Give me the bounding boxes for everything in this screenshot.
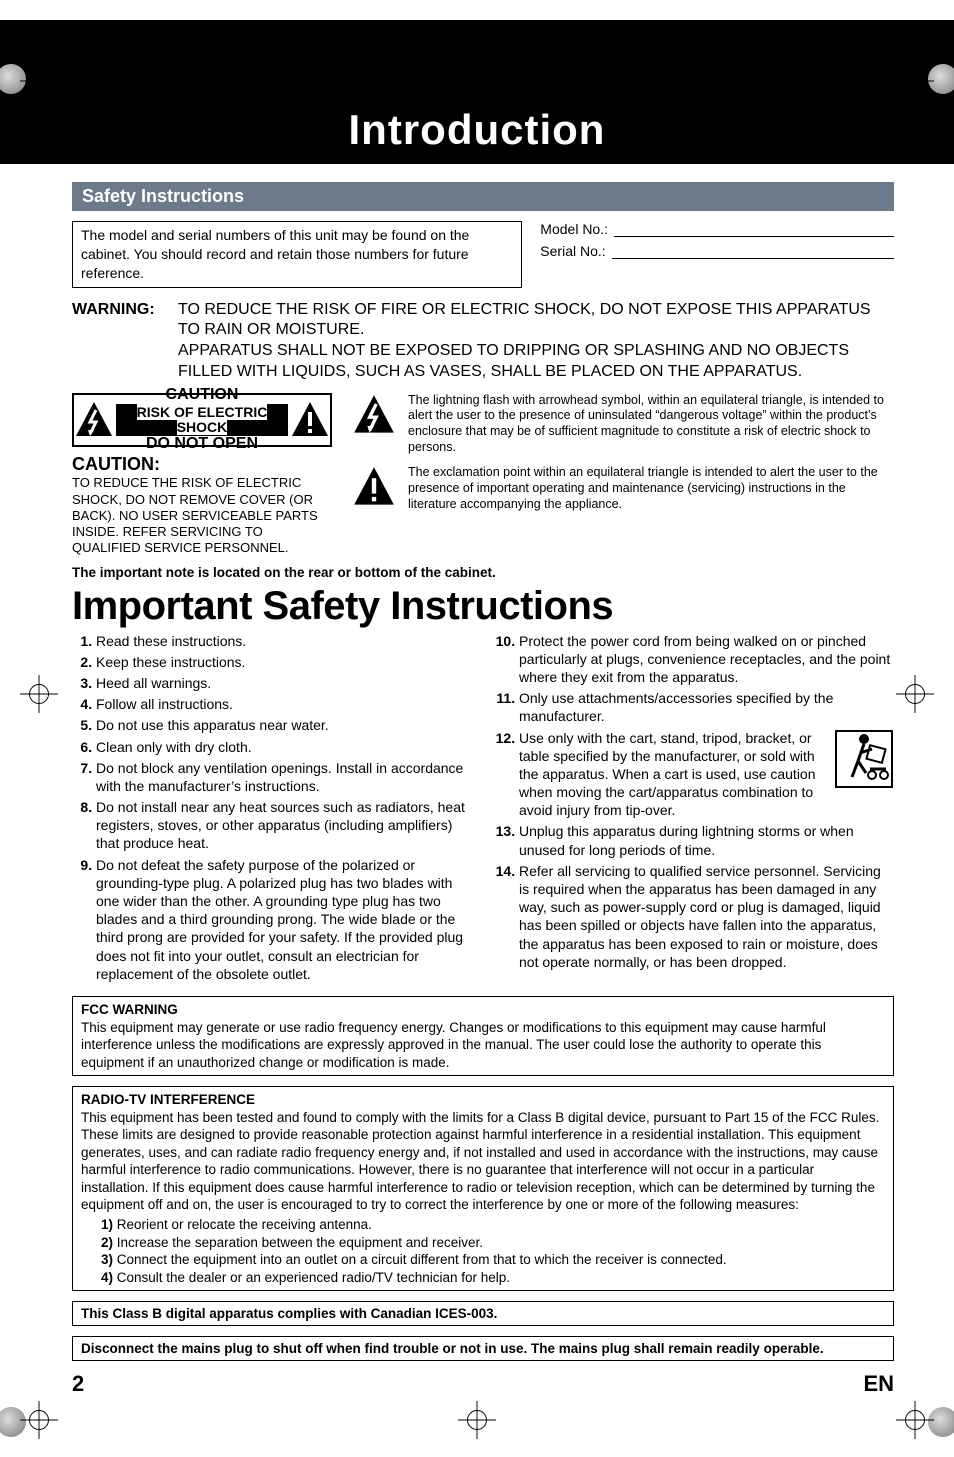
rtv-body: This equipment has been tested and found… <box>81 1109 885 1214</box>
registration-mark-icon <box>20 62 58 100</box>
page-number: 2 <box>72 1371 84 1397</box>
serial-no-field[interactable] <box>612 245 894 259</box>
isi-title: Important Safety Instructions <box>72 586 894 626</box>
rtv-heading: RADIO-TV INTERFERENCE <box>81 1091 885 1109</box>
fcc-heading: FCC WARNING <box>81 1001 885 1019</box>
rtv-step: 1) Reorient or relocate the receiving an… <box>101 1216 885 1234</box>
isi-item: Refer all servicing to qualified service… <box>519 862 894 971</box>
plate-line3: DO NOT OPEN <box>116 436 288 453</box>
isi-item: Heed all warnings. <box>96 674 471 692</box>
ices-box: This Class B digital apparatus complies … <box>72 1301 894 1326</box>
rtv-step: 3) Connect the equipment into an outlet … <box>101 1251 885 1269</box>
model-no-label: Model No.: <box>540 221 608 237</box>
isi-item: Do not install near any heat sources suc… <box>96 798 471 853</box>
isi-list-left: Read these instructions. Keep these instr… <box>72 632 471 986</box>
registration-mark-icon <box>896 675 934 713</box>
isi-item: Use only with the cart, stand, tripod, b… <box>519 729 894 820</box>
isi-item: Keep these instructions. <box>96 653 471 671</box>
serial-no-label: Serial No.: <box>540 243 605 259</box>
top-black-bar <box>0 20 954 100</box>
symbol-explanations: The lightning flash with arrowhead symbo… <box>352 393 894 524</box>
isi-item: Do not block any ventilation openings. I… <box>96 759 471 795</box>
caution-heading: CAUTION: <box>72 453 332 476</box>
isi-item: Only use attachments/accessories specifi… <box>519 689 894 725</box>
isi-item: Unplug this apparatus during lightning s… <box>519 822 894 858</box>
registration-mark-icon <box>20 675 58 713</box>
doc-tag: E5 <box>100 84 112 95</box>
lightning-triangle-icon <box>352 393 396 456</box>
rtv-step: 2) Increase the separation between the e… <box>101 1234 885 1252</box>
exclamation-triangle-icon <box>290 395 330 445</box>
note-location: The important note is located on the rea… <box>72 565 894 580</box>
rtv-step: 4) Consult the dealer or an experienced … <box>101 1269 885 1287</box>
lightning-explanation: The lightning flash with arrowhead symbo… <box>408 393 894 456</box>
isi-list-right: Protect the power cord from being walked… <box>495 632 894 986</box>
registration-mark-icon <box>896 1401 934 1439</box>
section-heading: Safety Instructions <box>72 182 894 211</box>
page: E5 Introduction Safety Instructions The … <box>0 20 954 1457</box>
plate-line2: RISK OF ELECTRIC SHOCK <box>137 404 268 435</box>
warning-body: TO REDUCE THE RISK OF FIRE OR ELECTRIC S… <box>178 300 894 383</box>
isi-item: Do not defeat the safety purpose of the … <box>96 856 471 983</box>
model-fields: Model No.: Serial No.: <box>540 221 894 265</box>
isi-item: Follow all instructions. <box>96 695 471 713</box>
plate-line1: CAUTION <box>116 387 288 404</box>
fcc-body: This equipment may generate or use radio… <box>81 1019 885 1072</box>
isi-item: Read these instructions. <box>96 632 471 650</box>
model-no-field[interactable] <box>614 223 894 237</box>
isi-item: Protect the power cord from being walked… <box>519 632 894 687</box>
chapter-title: Introduction <box>0 100 954 164</box>
language-code: EN <box>863 1371 894 1397</box>
radio-tv-box: RADIO-TV INTERFERENCE This equipment has… <box>72 1086 894 1291</box>
cart-tipover-icon <box>834 729 894 789</box>
fcc-warning-box: FCC WARNING This equipment may generate … <box>72 996 894 1076</box>
registration-mark-icon <box>458 1401 496 1439</box>
caution-plate: CAUTION RISK OF ELECTRIC SHOCK DO NOT OP… <box>72 393 332 447</box>
mains-box: Disconnect the mains plug to shut off wh… <box>72 1336 894 1361</box>
isi-item: Do not use this apparatus near water. <box>96 716 471 734</box>
registration-mark-icon <box>896 62 934 100</box>
exclamation-triangle-icon <box>352 465 396 514</box>
registration-mark-icon <box>20 1401 58 1439</box>
isi-item: Clean only with dry cloth. <box>96 738 471 756</box>
caution-body: TO REDUCE THE RISK OF ELECTRIC SHOCK, DO… <box>72 475 332 556</box>
lightning-triangle-icon <box>74 395 114 445</box>
exclamation-explanation: The exclamation point within an equilate… <box>408 465 894 514</box>
caution-plate-column: CAUTION RISK OF ELECTRIC SHOCK DO NOT OP… <box>72 393 332 557</box>
model-info-box: The model and serial numbers of this uni… <box>72 221 522 288</box>
warning-label: WARNING: <box>72 300 178 383</box>
warning-block: WARNING: TO REDUCE THE RISK OF FIRE OR E… <box>72 300 894 383</box>
